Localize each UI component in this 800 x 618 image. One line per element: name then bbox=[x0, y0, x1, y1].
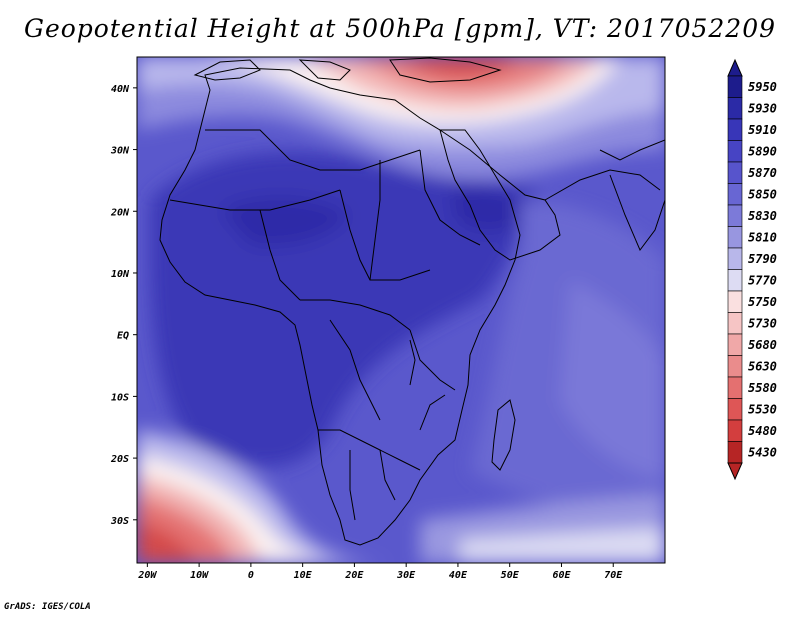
y-tick-label: 30N bbox=[110, 146, 130, 157]
colorbar-label: 5430 bbox=[748, 445, 777, 459]
colorbar-swatch bbox=[727, 398, 743, 421]
x-tick-label: 40E bbox=[449, 570, 468, 581]
colorbar-label: 5580 bbox=[748, 381, 777, 395]
colorbar-label: 5680 bbox=[748, 338, 777, 352]
x-tick-label: 0 bbox=[248, 570, 254, 581]
colorbar-label: 5790 bbox=[748, 252, 777, 266]
y-tick-label: 10S bbox=[111, 392, 129, 403]
colorbar-swatch bbox=[727, 183, 743, 206]
colorbar-swatch bbox=[727, 118, 743, 141]
x-tick-label: 10W bbox=[190, 570, 209, 581]
colorbar-swatch bbox=[727, 419, 743, 442]
colorbar-swatch bbox=[727, 97, 743, 120]
colorbar-swatch bbox=[727, 290, 743, 313]
colorbar-swatch bbox=[727, 140, 743, 163]
map-frame bbox=[136, 56, 666, 564]
colorbar-label: 5480 bbox=[748, 424, 777, 438]
colorbar-label: 5730 bbox=[748, 316, 777, 330]
colorbar-label: 5530 bbox=[748, 402, 777, 416]
colorbar-swatch bbox=[727, 333, 743, 356]
colorbar-label: 5850 bbox=[748, 187, 777, 201]
colorbar-swatch bbox=[727, 441, 743, 464]
colorbar-label: 5890 bbox=[748, 144, 777, 158]
y-tick-label: EQ bbox=[117, 331, 129, 342]
colorbar-swatch bbox=[727, 312, 743, 335]
colorbar-swatch bbox=[727, 161, 743, 184]
colorbar-label: 5910 bbox=[748, 123, 777, 137]
y-tick-label: 10N bbox=[111, 269, 130, 280]
colorbar-bottom-arrow bbox=[727, 462, 743, 481]
grads-credit: GrADS: IGES/COLA bbox=[4, 602, 91, 612]
colorbar-swatch bbox=[727, 75, 743, 98]
colorbar-swatch bbox=[727, 204, 743, 227]
colorbar-label: 5930 bbox=[748, 101, 777, 115]
y-tick-label: 20S bbox=[110, 454, 129, 465]
y-axis-ticks: 40N 30N 20N 10N EQ 10S 20S 30S bbox=[110, 84, 137, 527]
x-tick-label: 50E bbox=[501, 570, 520, 581]
coastlines-and-borders bbox=[159, 57, 665, 546]
colorbar-label: 5750 bbox=[748, 295, 777, 309]
colorbar-label: 5770 bbox=[748, 273, 777, 287]
x-tick-label: 60E bbox=[552, 570, 571, 581]
chart-title: Geopotential Height at 500hPa [gpm], VT:… bbox=[23, 14, 777, 43]
y-tick-label: 20N bbox=[110, 207, 130, 218]
x-tick-label: 30E bbox=[396, 570, 416, 581]
y-tick-label: 40N bbox=[111, 84, 130, 95]
colorbar-label: 5810 bbox=[748, 230, 777, 244]
x-tick-label: 20E bbox=[344, 570, 364, 581]
y-tick-label: 30S bbox=[110, 516, 129, 527]
colorbar: 5950 5930 5910 5890 5870 5850 5830 5810 5790 5770… bbox=[727, 58, 777, 481]
colorbar-swatch bbox=[727, 269, 743, 292]
colorbar-swatch bbox=[727, 376, 743, 399]
colorbar-label: 5630 bbox=[748, 359, 777, 373]
x-tick-label: 70E bbox=[604, 570, 623, 581]
colorbar-swatch bbox=[727, 247, 743, 270]
x-axis-ticks: 20W 10W 0 10E 20E 30E 40E 50E 60E 70E bbox=[137, 563, 623, 581]
height-field bbox=[137, 57, 665, 563]
x-tick-label: 10E bbox=[294, 570, 313, 581]
colorbar-label: 5950 bbox=[748, 80, 777, 94]
colorbar-swatch bbox=[727, 355, 743, 378]
colorbar-swatch bbox=[727, 226, 743, 249]
colorbar-top-arrow bbox=[727, 58, 743, 77]
colorbar-label: 5830 bbox=[748, 209, 777, 223]
x-tick-label: 20W bbox=[137, 570, 157, 581]
colorbar-label: 5870 bbox=[748, 166, 777, 180]
